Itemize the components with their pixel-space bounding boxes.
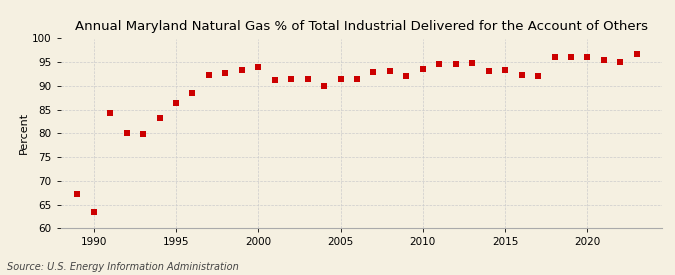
Point <box>385 68 396 73</box>
Point <box>236 68 247 73</box>
Point <box>253 65 264 69</box>
Point <box>335 77 346 81</box>
Point <box>138 132 148 136</box>
Point <box>467 61 478 65</box>
Point <box>599 58 610 62</box>
Point <box>450 62 461 66</box>
Point <box>302 77 313 81</box>
Point <box>549 55 560 60</box>
Point <box>500 68 510 73</box>
Point <box>516 73 527 77</box>
Point <box>401 74 412 79</box>
Point <box>417 67 428 72</box>
Point <box>368 70 379 74</box>
Point <box>171 101 182 106</box>
Point <box>533 74 543 79</box>
Point <box>319 84 329 88</box>
Point <box>566 55 576 60</box>
Point <box>352 77 362 81</box>
Point <box>220 70 231 75</box>
Point <box>434 61 445 66</box>
Point <box>88 210 99 214</box>
Point <box>154 116 165 120</box>
Title: Annual Maryland Natural Gas % of Total Industrial Delivered for the Account of O: Annual Maryland Natural Gas % of Total I… <box>75 20 647 33</box>
Point <box>631 52 642 56</box>
Point <box>72 192 82 196</box>
Point <box>269 78 280 82</box>
Point <box>615 60 626 64</box>
Point <box>203 73 214 77</box>
Y-axis label: Percent: Percent <box>20 112 29 155</box>
Point <box>187 91 198 95</box>
Point <box>286 77 296 81</box>
Point <box>105 111 115 116</box>
Point <box>582 55 593 59</box>
Text: Source: U.S. Energy Information Administration: Source: U.S. Energy Information Administ… <box>7 262 238 272</box>
Point <box>483 68 494 73</box>
Point <box>122 131 132 136</box>
